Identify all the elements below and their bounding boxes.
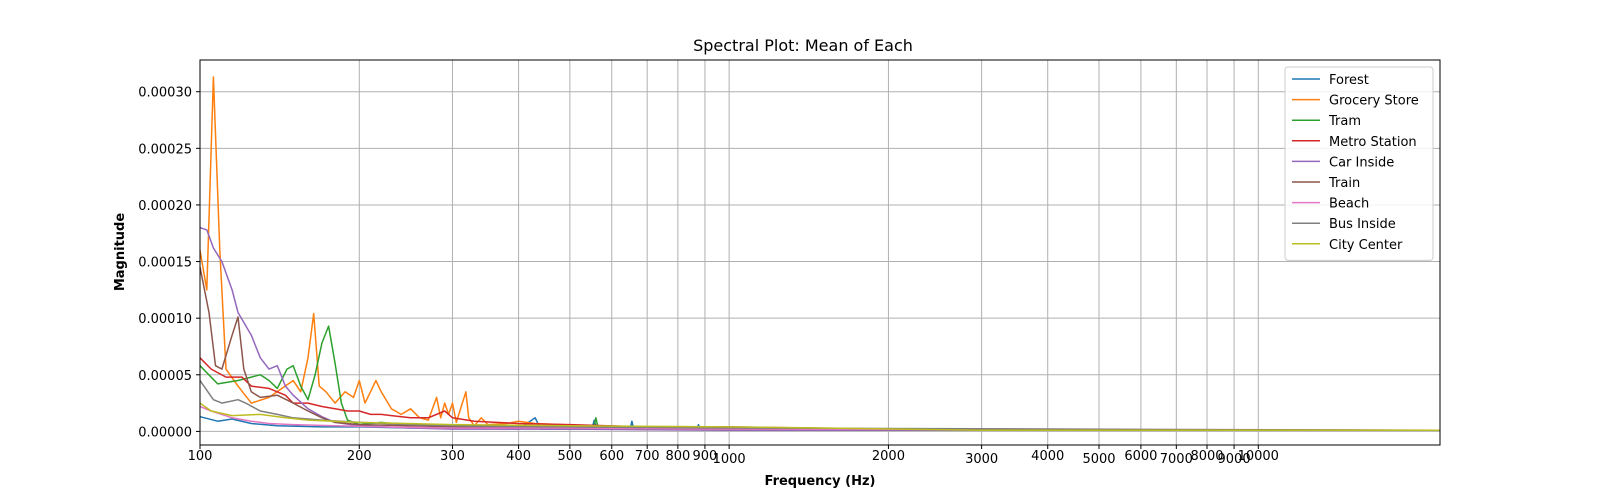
legend-entry-label: City Center bbox=[1329, 238, 1403, 253]
y-tick-label: 0.00000 bbox=[138, 425, 192, 440]
x-tick-label: 10000 bbox=[1238, 449, 1279, 464]
legend-entry-label: Train bbox=[1328, 176, 1360, 191]
y-tick-label: 0.00020 bbox=[138, 199, 192, 214]
y-tick-label: 0.00025 bbox=[138, 142, 192, 157]
series-line-car-inside bbox=[199, 226, 1440, 432]
x-tick-label: 800 bbox=[665, 449, 690, 464]
legend: Forest Grocery Store Tram Metro Station Car … bbox=[1284, 66, 1434, 261]
y-axis-label: Magnitude bbox=[113, 213, 128, 292]
x-axis-label: Frequency (Hz) bbox=[765, 474, 876, 489]
series-line-grocery-store bbox=[199, 76, 1440, 432]
x-tick-label: 200 bbox=[347, 449, 372, 464]
chart-title: Spectral Plot: Mean of Each bbox=[693, 36, 913, 55]
legend-entry-label: Bus Inside bbox=[1329, 217, 1396, 232]
x-tick-label: 700 bbox=[635, 449, 660, 464]
x-tick-label: 900 bbox=[693, 449, 718, 464]
x-tick-label: 300 bbox=[440, 449, 465, 464]
x-tick-label: 5000 bbox=[1082, 452, 1115, 467]
legend-entry-label: Beach bbox=[1329, 197, 1369, 212]
legend-box bbox=[1284, 66, 1434, 261]
series-line-beach bbox=[199, 405, 1441, 432]
legend-entry-label: Metro Station bbox=[1329, 135, 1417, 150]
series-line-metro-station bbox=[199, 357, 1440, 432]
x-tick-label: 6000 bbox=[1124, 449, 1157, 464]
x-tick-label: 3000 bbox=[965, 452, 998, 467]
x-tick-label: 100 bbox=[188, 449, 213, 464]
x-tick-label: 1000 bbox=[713, 452, 746, 467]
y-tick-label: 0.00005 bbox=[138, 369, 192, 384]
legend-entry-label: Tram bbox=[1328, 114, 1361, 129]
series-lines bbox=[199, 76, 1441, 432]
series-line-city-center bbox=[199, 402, 1440, 432]
x-tick-label: 500 bbox=[557, 449, 582, 464]
x-tick-label: 600 bbox=[599, 449, 624, 464]
series-line-train bbox=[199, 267, 1441, 432]
plot-frame bbox=[199, 59, 1441, 446]
x-tick-label: 8000 bbox=[1190, 449, 1223, 464]
x-tick-label: 9000 bbox=[1218, 452, 1251, 467]
y-tick-label: 0.00010 bbox=[138, 312, 192, 327]
legend-entry-label: Grocery Store bbox=[1329, 94, 1419, 109]
x-tick-label: 2000 bbox=[872, 449, 905, 464]
series-line-bus-inside bbox=[199, 380, 1441, 432]
legend-entry-label: Car Inside bbox=[1329, 155, 1394, 170]
y-tick-label: 0.00015 bbox=[138, 256, 192, 271]
x-tick-label: 4000 bbox=[1031, 449, 1064, 464]
legend-entry-label: Forest bbox=[1329, 73, 1369, 88]
x-tick-label: 400 bbox=[506, 449, 531, 464]
x-tick-label: 7000 bbox=[1160, 452, 1193, 467]
y-tick-label: 0.00030 bbox=[138, 86, 192, 101]
grid bbox=[199, 60, 1440, 445]
